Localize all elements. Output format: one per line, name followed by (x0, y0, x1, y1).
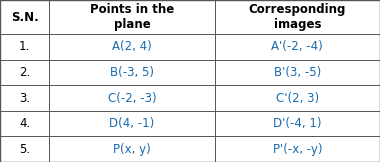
Text: A'(-2, -4): A'(-2, -4) (271, 40, 323, 53)
Text: P(x, y): P(x, y) (113, 143, 151, 156)
Text: D(4, -1): D(4, -1) (109, 117, 155, 130)
Text: A(2, 4): A(2, 4) (112, 40, 152, 53)
Text: B'(3, -5): B'(3, -5) (274, 66, 321, 79)
Text: 5.: 5. (19, 143, 30, 156)
Text: D'(-4, 1): D'(-4, 1) (273, 117, 321, 130)
Text: 4.: 4. (19, 117, 30, 130)
Text: C'(2, 3): C'(2, 3) (276, 92, 319, 104)
Text: S.N.: S.N. (11, 11, 39, 23)
Text: C(-2, -3): C(-2, -3) (108, 92, 156, 104)
Text: 3.: 3. (19, 92, 30, 104)
Text: P'(-x, -y): P'(-x, -y) (272, 143, 322, 156)
Text: B(-3, 5): B(-3, 5) (110, 66, 154, 79)
Text: 2.: 2. (19, 66, 30, 79)
Text: Corresponding
images: Corresponding images (249, 3, 346, 31)
Text: 1.: 1. (19, 40, 30, 53)
Text: Points in the
plane: Points in the plane (90, 3, 174, 31)
